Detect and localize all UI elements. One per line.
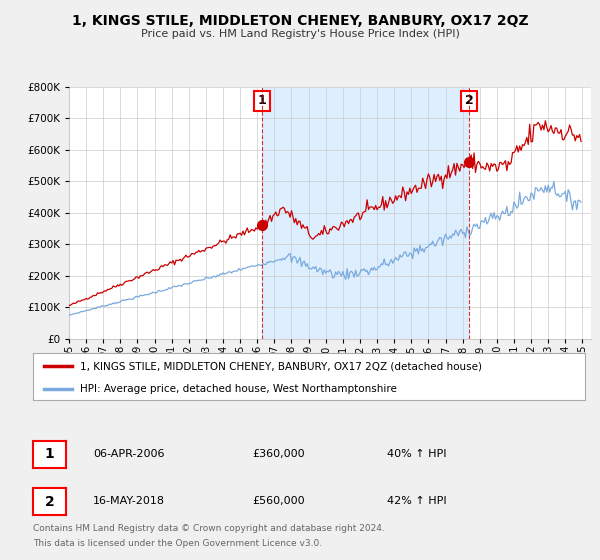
Text: 2: 2 [465, 95, 473, 108]
Text: 06-APR-2006: 06-APR-2006 [93, 449, 164, 459]
Text: HPI: Average price, detached house, West Northamptonshire: HPI: Average price, detached house, West… [80, 384, 397, 394]
Text: 2: 2 [44, 495, 55, 508]
Text: 42% ↑ HPI: 42% ↑ HPI [387, 496, 446, 506]
Text: 16-MAY-2018: 16-MAY-2018 [93, 496, 165, 506]
Text: Price paid vs. HM Land Registry's House Price Index (HPI): Price paid vs. HM Land Registry's House … [140, 29, 460, 39]
Text: 1: 1 [257, 95, 266, 108]
Text: 40% ↑ HPI: 40% ↑ HPI [387, 449, 446, 459]
Text: 1: 1 [44, 447, 55, 461]
Bar [262, 87, 469, 339]
Text: 1, KINGS STILE, MIDDLETON CHENEY, BANBURY, OX17 2QZ: 1, KINGS STILE, MIDDLETON CHENEY, BANBUR… [71, 14, 529, 28]
Text: £360,000: £360,000 [252, 449, 305, 459]
Text: This data is licensed under the Open Government Licence v3.0.: This data is licensed under the Open Gov… [33, 539, 322, 548]
Text: Contains HM Land Registry data © Crown copyright and database right 2024.: Contains HM Land Registry data © Crown c… [33, 524, 385, 533]
Text: 1, KINGS STILE, MIDDLETON CHENEY, BANBURY, OX17 2QZ (detached house): 1, KINGS STILE, MIDDLETON CHENEY, BANBUR… [80, 361, 482, 371]
Text: £560,000: £560,000 [252, 496, 305, 506]
